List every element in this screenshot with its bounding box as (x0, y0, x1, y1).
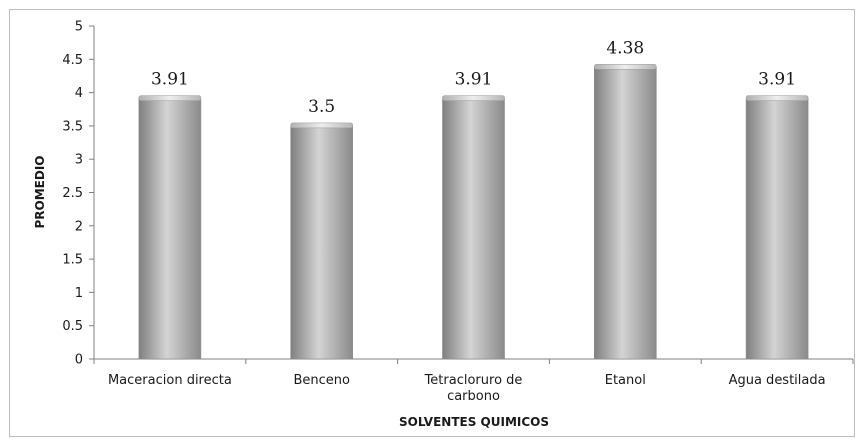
bar (745, 98, 809, 360)
bar (290, 125, 354, 360)
category-labels: Maceracion directa Benceno Tetracloruro de… (108, 373, 826, 404)
y-tick-label: 5 (75, 20, 83, 35)
bar-cap (594, 64, 657, 70)
y-tick-label: 2.5 (62, 186, 83, 201)
data-label: 3.5 (308, 97, 335, 117)
bar (138, 98, 202, 360)
bar (442, 98, 505, 360)
y-tick-label: 2 (75, 219, 83, 234)
category-label-line: carbono (447, 389, 500, 404)
category-label-line: Tetracloruro de (424, 373, 523, 388)
y-axis: 0 0.5 1 1.5 2 2.5 3 3.5 4 4.5 5 (62, 20, 95, 368)
data-label: 4.38 (606, 38, 644, 58)
data-labels: 3.91 3.5 3.91 4.38 3.91 (151, 38, 796, 117)
bar (593, 66, 657, 360)
category-label: Etanol (605, 373, 646, 388)
category-label: Agua destilada (729, 373, 826, 388)
data-label: 3.91 (455, 70, 493, 90)
y-tick-label: 0 (75, 353, 83, 368)
category-label-line: Benceno (293, 373, 350, 388)
y-tick-label: 0.5 (62, 319, 83, 334)
bar-cap (745, 95, 809, 101)
category-label: Tetracloruro de carbono (424, 373, 523, 404)
bar-cap (290, 122, 353, 129)
y-tick-label: 1 (75, 286, 83, 301)
bar-cap (138, 95, 202, 101)
data-label: 3.91 (758, 70, 796, 90)
y-tick-label: 4 (75, 86, 83, 101)
x-axis-title: SOLVENTES QUIMICOS (399, 415, 549, 429)
bars (138, 64, 809, 360)
data-label: 3.91 (151, 70, 189, 90)
category-label: Maceracion directa (108, 373, 232, 388)
x-axis (93, 358, 854, 364)
category-label-line: Agua destilada (729, 373, 826, 388)
bar-cap (442, 95, 505, 101)
y-axis-title: PROMEDIO (33, 155, 47, 228)
y-tick-label: 3 (75, 153, 83, 168)
category-label-line: Maceracion directa (108, 373, 232, 388)
category-label-line: Etanol (605, 373, 646, 388)
y-tick-label: 4.5 (62, 53, 83, 68)
y-tick-label: 1.5 (62, 253, 83, 268)
category-label: Benceno (293, 373, 350, 388)
y-tick-label: 3.5 (62, 119, 83, 134)
